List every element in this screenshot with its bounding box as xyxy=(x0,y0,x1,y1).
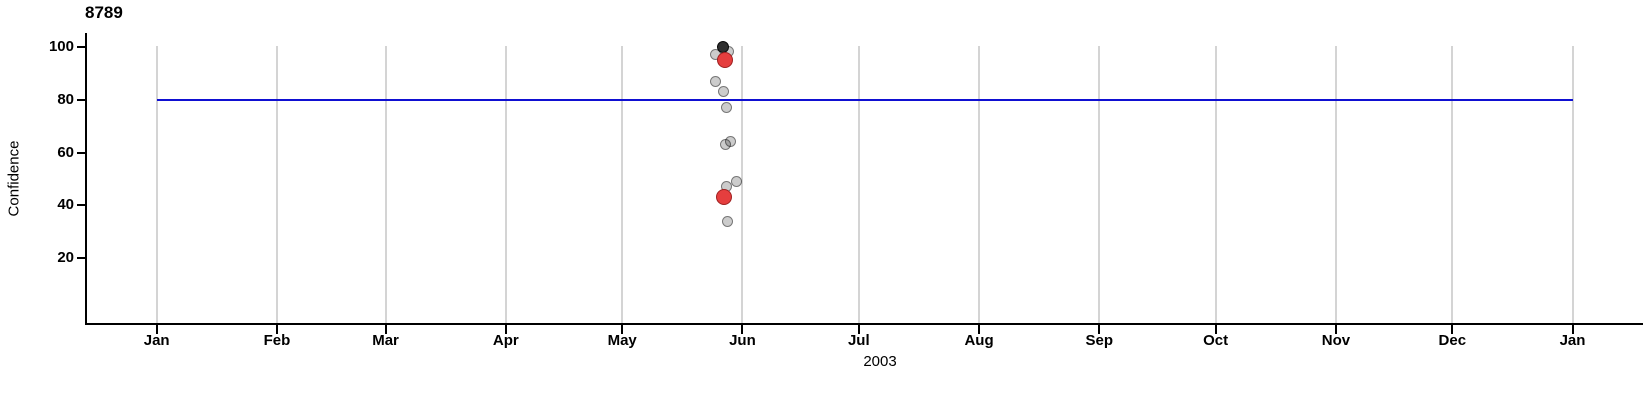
y-axis-line xyxy=(85,33,87,325)
y-tick-label-20: 20 xyxy=(57,249,74,267)
month-gridline-jul xyxy=(857,46,860,323)
x-axis-line xyxy=(85,323,1643,325)
x-axis-year-label: 2003 xyxy=(863,353,897,370)
y-tick-label-60: 60 xyxy=(57,143,74,161)
chart-title: 8789 xyxy=(85,3,123,22)
month-gridline-mar xyxy=(384,46,387,323)
x-tick-label-nov: Nov xyxy=(1321,332,1351,349)
month-gridline-may xyxy=(621,46,624,323)
x-tick-label-oct: Oct xyxy=(1203,332,1229,349)
data-point-black xyxy=(717,40,730,53)
x-tick-label-feb: Feb xyxy=(263,332,291,349)
x-tick-label-jun: Jun xyxy=(729,332,756,349)
y-tick-80 xyxy=(77,98,86,101)
data-point-gray xyxy=(722,215,734,227)
reference-line-80 xyxy=(156,98,1573,101)
x-tick-dec xyxy=(1451,325,1454,334)
data-point-red xyxy=(716,189,733,206)
month-gridline-dec xyxy=(1451,46,1454,323)
x-tick-label-sep: Sep xyxy=(1085,332,1114,349)
x-tick-mar xyxy=(384,325,387,334)
x-tick-nov xyxy=(1334,325,1337,334)
x-tick-jun xyxy=(741,325,744,334)
y-tick-60 xyxy=(77,151,86,154)
x-tick-may xyxy=(621,325,624,334)
x-tick-label-may: May xyxy=(607,332,637,349)
data-point-gray xyxy=(725,136,737,148)
data-point-gray xyxy=(721,102,733,114)
x-tick-label-jan: Jan xyxy=(143,332,170,349)
x-tick-sep xyxy=(1098,325,1101,334)
y-tick-label-40: 40 xyxy=(57,196,74,214)
x-tick-aug xyxy=(978,325,981,334)
x-tick-label-mar: Mar xyxy=(372,332,399,349)
x-tick-jan xyxy=(155,325,158,334)
x-tick-feb xyxy=(275,325,278,334)
x-tick-label-jan: Jan xyxy=(1559,332,1586,349)
x-tick-label-dec: Dec xyxy=(1438,332,1467,349)
y-tick-20 xyxy=(77,257,86,260)
month-gridline-sep xyxy=(1098,46,1101,323)
month-gridline-oct xyxy=(1214,46,1217,323)
y-axis-label: Confidence xyxy=(5,140,23,217)
y-tick-label-100: 100 xyxy=(48,37,74,55)
x-tick-label-jul: Jul xyxy=(847,332,870,349)
month-gridline-nov xyxy=(1334,46,1337,323)
x-tick-label-apr: Apr xyxy=(492,332,519,349)
month-gridline-feb xyxy=(275,46,278,323)
y-tick-label-80: 80 xyxy=(57,90,74,108)
x-tick-label-aug: Aug xyxy=(964,332,994,349)
data-point-gray xyxy=(709,75,721,87)
data-point-gray xyxy=(730,176,742,188)
x-tick-oct xyxy=(1214,325,1217,334)
y-tick-100 xyxy=(77,45,86,48)
x-tick-apr xyxy=(504,325,507,334)
month-gridline-aug xyxy=(978,46,981,323)
x-tick-jul xyxy=(857,325,860,334)
month-gridline-jan xyxy=(1571,46,1574,323)
month-gridline-jan xyxy=(155,46,158,323)
data-point-red xyxy=(716,51,733,68)
y-tick-40 xyxy=(77,204,86,207)
month-gridline-apr xyxy=(504,46,507,323)
month-gridline-jun xyxy=(741,46,744,323)
data-point-gray xyxy=(717,86,729,98)
x-tick-jan xyxy=(1571,325,1574,334)
